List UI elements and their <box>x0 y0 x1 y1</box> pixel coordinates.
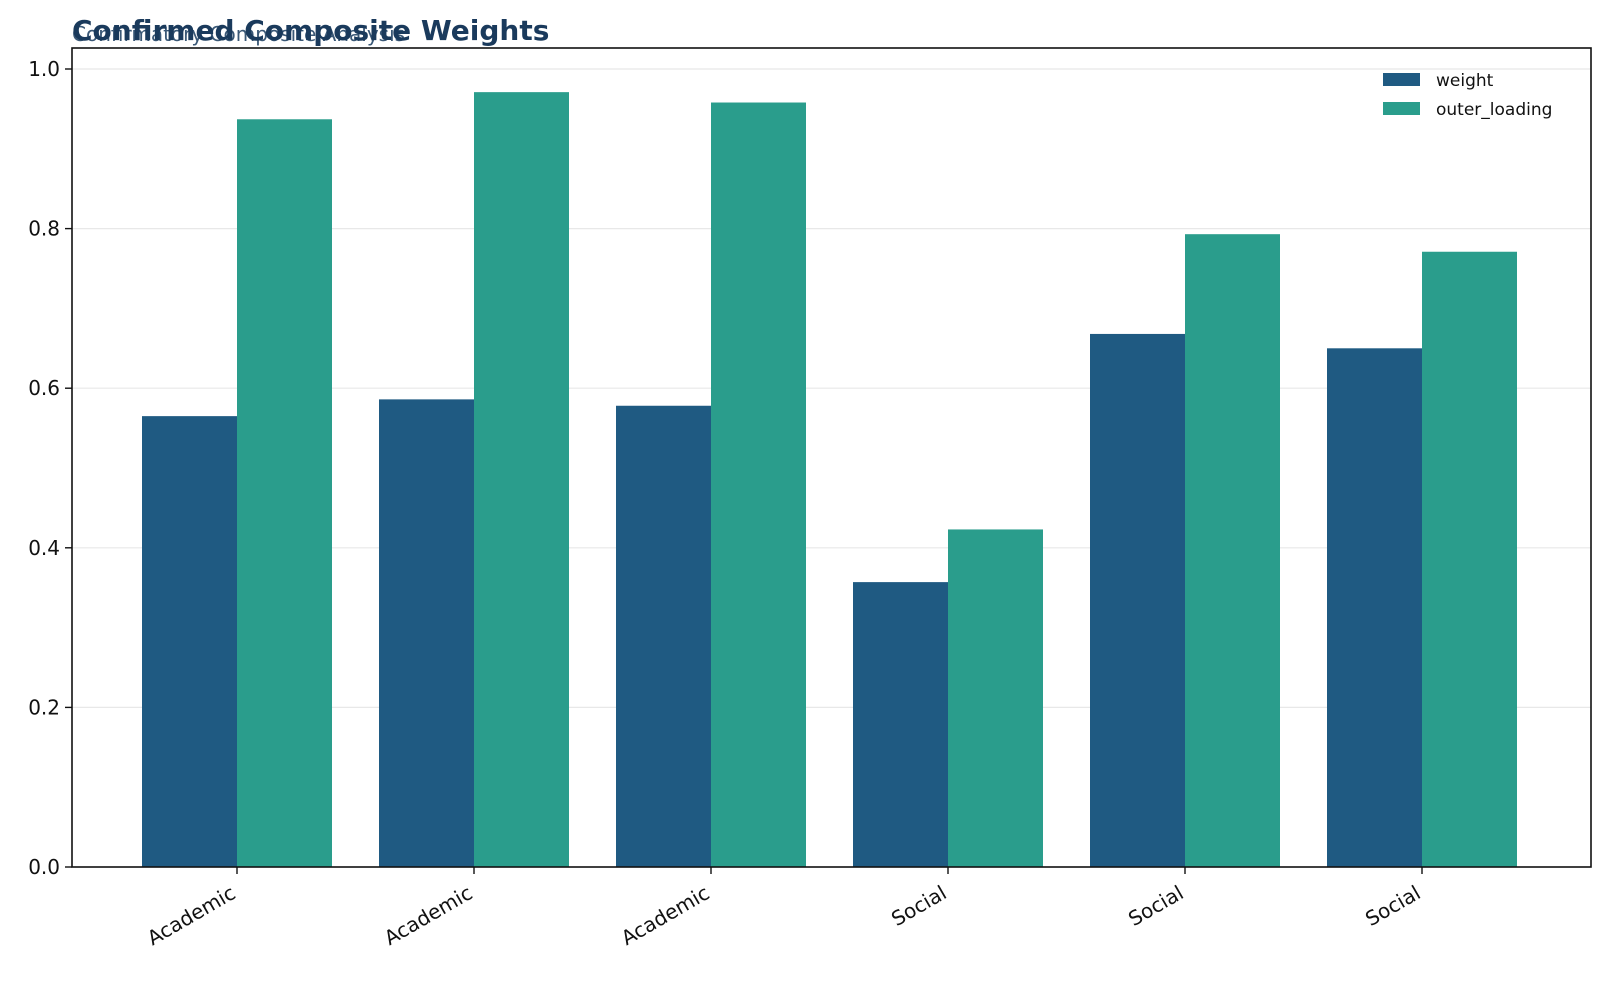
bar-outer-loading-1 <box>237 119 332 868</box>
y-tick-label: 0.0 <box>28 855 60 879</box>
bar-weight-5 <box>1090 333 1185 867</box>
chart-subtitle: Confirmatory Composite Analysis <box>72 22 405 46</box>
legend-swatch-weight <box>1383 73 1420 86</box>
legend-label-weight: weight <box>1436 71 1494 91</box>
bar-weight-2 <box>379 399 474 867</box>
plot-frame <box>71 47 1592 868</box>
y-tick-label: 0.8 <box>28 217 60 241</box>
x-tick-label: Social <box>1124 881 1187 931</box>
x-tick-label: Academic <box>617 881 714 951</box>
legend-label-outer-loading: outer_loading <box>1436 100 1552 120</box>
bars <box>142 92 1517 868</box>
legend-swatch-outer-loading <box>1383 102 1420 115</box>
bar-outer-loading-2 <box>474 92 569 868</box>
bar-outer-loading-3 <box>711 102 806 868</box>
bar-weight-4 <box>853 582 948 867</box>
y-axis-ticks: 0.0 0.2 0.4 0.6 0.8 1.0 <box>28 57 72 879</box>
chart-title: Confirmed Composite Weights <box>72 14 549 47</box>
bar-outer-loading-6 <box>1422 251 1517 867</box>
axes <box>71 47 1592 868</box>
x-tick-label: Academic <box>380 881 477 951</box>
y-tick-label: 1.0 <box>28 57 60 81</box>
bar-weight-1 <box>142 416 237 867</box>
bar-outer-loading-4 <box>948 529 1043 867</box>
y-tick-label: 0.6 <box>28 376 60 400</box>
x-tick-label: Academic <box>143 881 240 951</box>
x-tick-label: Social <box>887 881 950 931</box>
bar-outer-loading-5 <box>1185 234 1280 867</box>
y-tick-label: 0.4 <box>28 536 60 560</box>
bar-weight-6 <box>1327 348 1422 867</box>
bar-weight-3 <box>616 405 711 867</box>
x-axis-ticks: Academic Academic Academic Social Social Soci… <box>143 867 1425 950</box>
x-tick-label: Social <box>1361 881 1424 931</box>
y-tick-label: 0.2 <box>28 695 60 719</box>
legend: weight outer_loading <box>1383 71 1552 120</box>
